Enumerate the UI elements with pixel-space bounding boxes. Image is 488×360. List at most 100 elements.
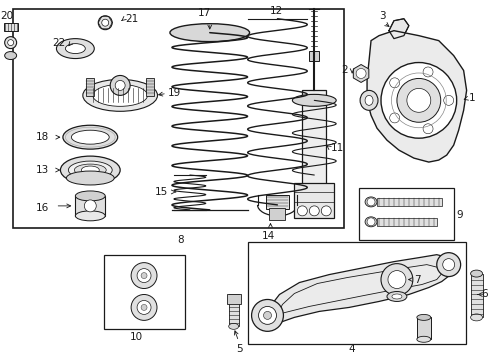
Text: 18: 18 [36,132,49,142]
Ellipse shape [115,80,125,90]
Bar [358,188,453,240]
Bar [376,218,436,226]
Circle shape [309,206,319,216]
Bar [13,9,344,228]
Ellipse shape [416,314,430,320]
Ellipse shape [8,40,14,46]
Circle shape [263,311,271,319]
Circle shape [389,78,399,88]
Text: 19: 19 [167,89,181,98]
Ellipse shape [102,19,108,26]
Circle shape [443,95,453,105]
Bar [75,196,105,216]
Bar [4,23,18,31]
Ellipse shape [416,336,430,342]
Circle shape [366,218,374,226]
Bar [269,208,285,220]
Ellipse shape [469,270,482,277]
Text: 21: 21 [125,14,138,24]
Ellipse shape [5,51,17,59]
Circle shape [355,68,366,78]
Ellipse shape [56,39,94,59]
Circle shape [442,258,454,271]
Ellipse shape [365,95,372,105]
Text: 9: 9 [456,210,462,220]
Bar [469,274,482,318]
Circle shape [380,63,456,138]
Ellipse shape [75,211,105,221]
Bar [228,294,238,327]
Circle shape [141,273,147,279]
Circle shape [131,263,157,288]
Ellipse shape [365,197,376,207]
Text: 15: 15 [155,187,168,197]
Ellipse shape [228,323,238,329]
Ellipse shape [98,16,112,30]
Text: 17: 17 [198,8,211,18]
Text: 14: 14 [261,231,274,241]
Ellipse shape [110,76,130,95]
Circle shape [137,269,151,283]
Circle shape [141,305,147,310]
Ellipse shape [359,90,377,110]
Polygon shape [277,265,441,314]
Text: 1: 1 [468,93,474,103]
Text: 16: 16 [36,203,49,213]
Ellipse shape [65,44,85,54]
Text: 4: 4 [347,344,354,354]
Polygon shape [264,255,453,324]
Ellipse shape [170,24,249,42]
Polygon shape [388,19,408,39]
Bar [86,78,94,96]
Text: 11: 11 [330,143,344,153]
Circle shape [321,206,330,216]
Ellipse shape [75,191,105,201]
Ellipse shape [386,292,406,301]
Ellipse shape [292,94,336,106]
Ellipse shape [74,164,106,176]
Circle shape [251,300,283,331]
Ellipse shape [71,130,109,144]
Circle shape [258,306,276,324]
Circle shape [131,294,157,320]
Circle shape [84,200,96,212]
Circle shape [387,271,405,288]
Text: 6: 6 [481,289,487,300]
Circle shape [137,301,151,314]
Bar [265,195,289,209]
Circle shape [396,78,440,122]
Circle shape [422,67,432,77]
Bar [376,198,441,206]
Text: 20: 20 [0,11,14,21]
Bar [294,183,333,218]
Ellipse shape [63,125,118,149]
Circle shape [380,264,412,296]
Circle shape [366,198,374,206]
Circle shape [389,113,399,123]
Ellipse shape [391,294,401,299]
Bar [247,242,465,344]
Text: 2: 2 [341,66,347,76]
Text: 8: 8 [177,235,183,245]
Polygon shape [366,31,466,162]
Text: 3: 3 [378,11,385,21]
Ellipse shape [68,161,112,179]
Bar [416,318,430,339]
Text: 5: 5 [236,344,243,354]
Ellipse shape [469,314,482,321]
Text: 12: 12 [269,6,282,16]
Text: 13: 13 [36,165,49,175]
Text: 7: 7 [413,275,420,284]
Circle shape [406,89,430,112]
Circle shape [297,206,306,216]
Ellipse shape [5,37,17,49]
Text: 10: 10 [130,332,143,342]
Bar [104,255,184,329]
Ellipse shape [81,166,99,174]
Bar [302,90,325,185]
Bar [146,78,154,96]
Text: 22: 22 [52,37,65,48]
Circle shape [422,124,432,134]
Bar [309,50,319,60]
Circle shape [436,253,460,276]
